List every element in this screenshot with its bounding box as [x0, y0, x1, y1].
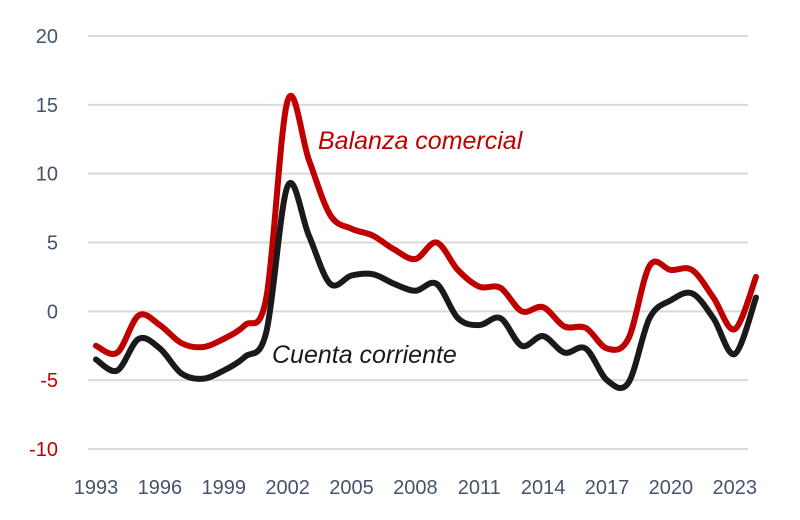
- x-axis-ticks: 1993 1996 1999 2002 2005 2008 2011 2014 2017 2020…: [74, 477, 757, 499]
- x-tick-label: 1996: [138, 477, 183, 499]
- gridlines: [88, 35, 748, 450]
- x-tick-label: 2017: [585, 477, 630, 499]
- y-tick-label: -5: [40, 370, 58, 392]
- y-tick-label: 0: [47, 301, 58, 323]
- y-tick-label: 10: [36, 164, 58, 186]
- series-line-balanza-comercial: [93, 92, 759, 357]
- y-tick-label: 15: [36, 95, 58, 117]
- series-label-cuenta-corriente: Cuenta corriente: [272, 341, 457, 369]
- series-line-cuenta-corriente: [93, 180, 759, 392]
- x-tick-label: 2020: [649, 477, 694, 499]
- x-tick-label: 2023: [712, 477, 757, 499]
- y-tick-label: 20: [36, 26, 58, 48]
- x-tick-label: 2011: [458, 477, 501, 499]
- y-tick-label: 5: [47, 233, 58, 255]
- x-tick-label: 2014: [521, 477, 566, 499]
- x-tick-label: 2008: [393, 477, 438, 499]
- series-label-balanza-comercial: Balanza comercial: [318, 127, 524, 155]
- y-axis-ticks: 20 15 10 5 0 -5 -10: [29, 26, 58, 461]
- y-tick-label: -10: [29, 439, 58, 461]
- x-tick-label: 1999: [201, 477, 246, 499]
- x-tick-label: 2005: [329, 477, 374, 499]
- series-lines: [93, 92, 759, 392]
- x-tick-label: 1993: [74, 477, 119, 499]
- x-tick-label: 2002: [265, 477, 310, 499]
